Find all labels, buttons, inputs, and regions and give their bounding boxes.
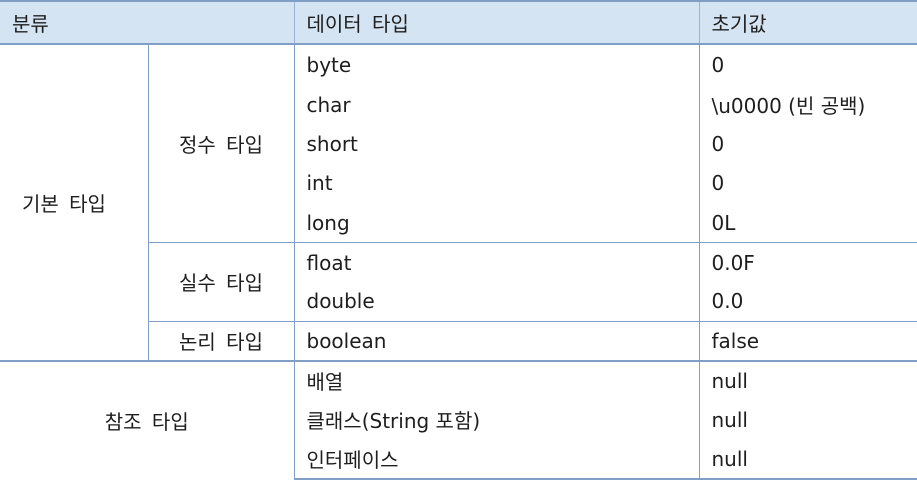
cell-type: double [293, 281, 700, 322]
cell-type: float [293, 242, 700, 282]
cell-type: int [293, 163, 700, 204]
group-primitive: 기본 타입 [0, 44, 149, 361]
subgroup-float: 실수 타입 [147, 242, 295, 322]
table-body: 기본 타입 정수 타입 byte 0 char \u0000 (빈 공백) sh… [0, 44, 917, 480]
cell-default: false [698, 320, 917, 361]
cell-type: 인터페이스 [293, 439, 700, 480]
table-row: long 0L [0, 203, 917, 243]
cell-default: 0 [698, 44, 917, 85]
header-row: 분류 데이터 타입 초기값 [0, 0, 917, 45]
table-row: char \u0000 (빈 공백) [0, 85, 917, 125]
table-row: double 0.0 [0, 281, 917, 322]
header-data-type: 데이터 타입 [293, 0, 700, 45]
table-row: 기본 타입 정수 타입 byte 0 [0, 44, 917, 361]
table-row: int 0 [0, 163, 917, 204]
table-header: 분류 데이터 타입 초기값 [0, 0, 917, 45]
header-default-value: 초기값 [698, 0, 917, 45]
cell-default: 0 [698, 163, 917, 204]
cell-default: null [698, 439, 917, 480]
cell-type: short [293, 124, 700, 164]
cell-type: boolean [293, 320, 700, 361]
default-values-table: 분류 데이터 타입 초기값 기본 타입 정수 타입 byte 0 char \u… [0, 0, 917, 480]
cell-default: \u0000 (빈 공백) [698, 85, 917, 125]
table-row: 인터페이스 null [0, 439, 917, 480]
cell-type: byte [293, 44, 700, 85]
cell-default: 0.0 [698, 281, 917, 322]
header-category: 분류 [0, 0, 295, 45]
cell-default: 0L [698, 203, 917, 243]
cell-default: null [698, 400, 917, 440]
subgroup-logical: 논리 타입 [147, 320, 295, 361]
group-reference: 참조 타입 [0, 359, 295, 479]
subgroup-integer: 정수 타입 [147, 44, 295, 243]
table-row: 실수 타입 float 0.0F [0, 242, 917, 322]
table-row: 참조 타입 배열 null [0, 359, 917, 479]
cell-default: 0.0F [698, 242, 917, 282]
cell-default: null [698, 359, 917, 401]
cell-type: 클래스(String 포함) [293, 400, 700, 440]
table-row: 클래스(String 포함) null [0, 400, 917, 440]
table-row: 논리 타입 boolean false [0, 320, 917, 361]
cell-type: long [293, 203, 700, 243]
cell-default: 0 [698, 124, 917, 164]
cell-type: 배열 [293, 359, 700, 401]
cell-type: char [293, 85, 700, 125]
table-row: short 0 [0, 124, 917, 164]
